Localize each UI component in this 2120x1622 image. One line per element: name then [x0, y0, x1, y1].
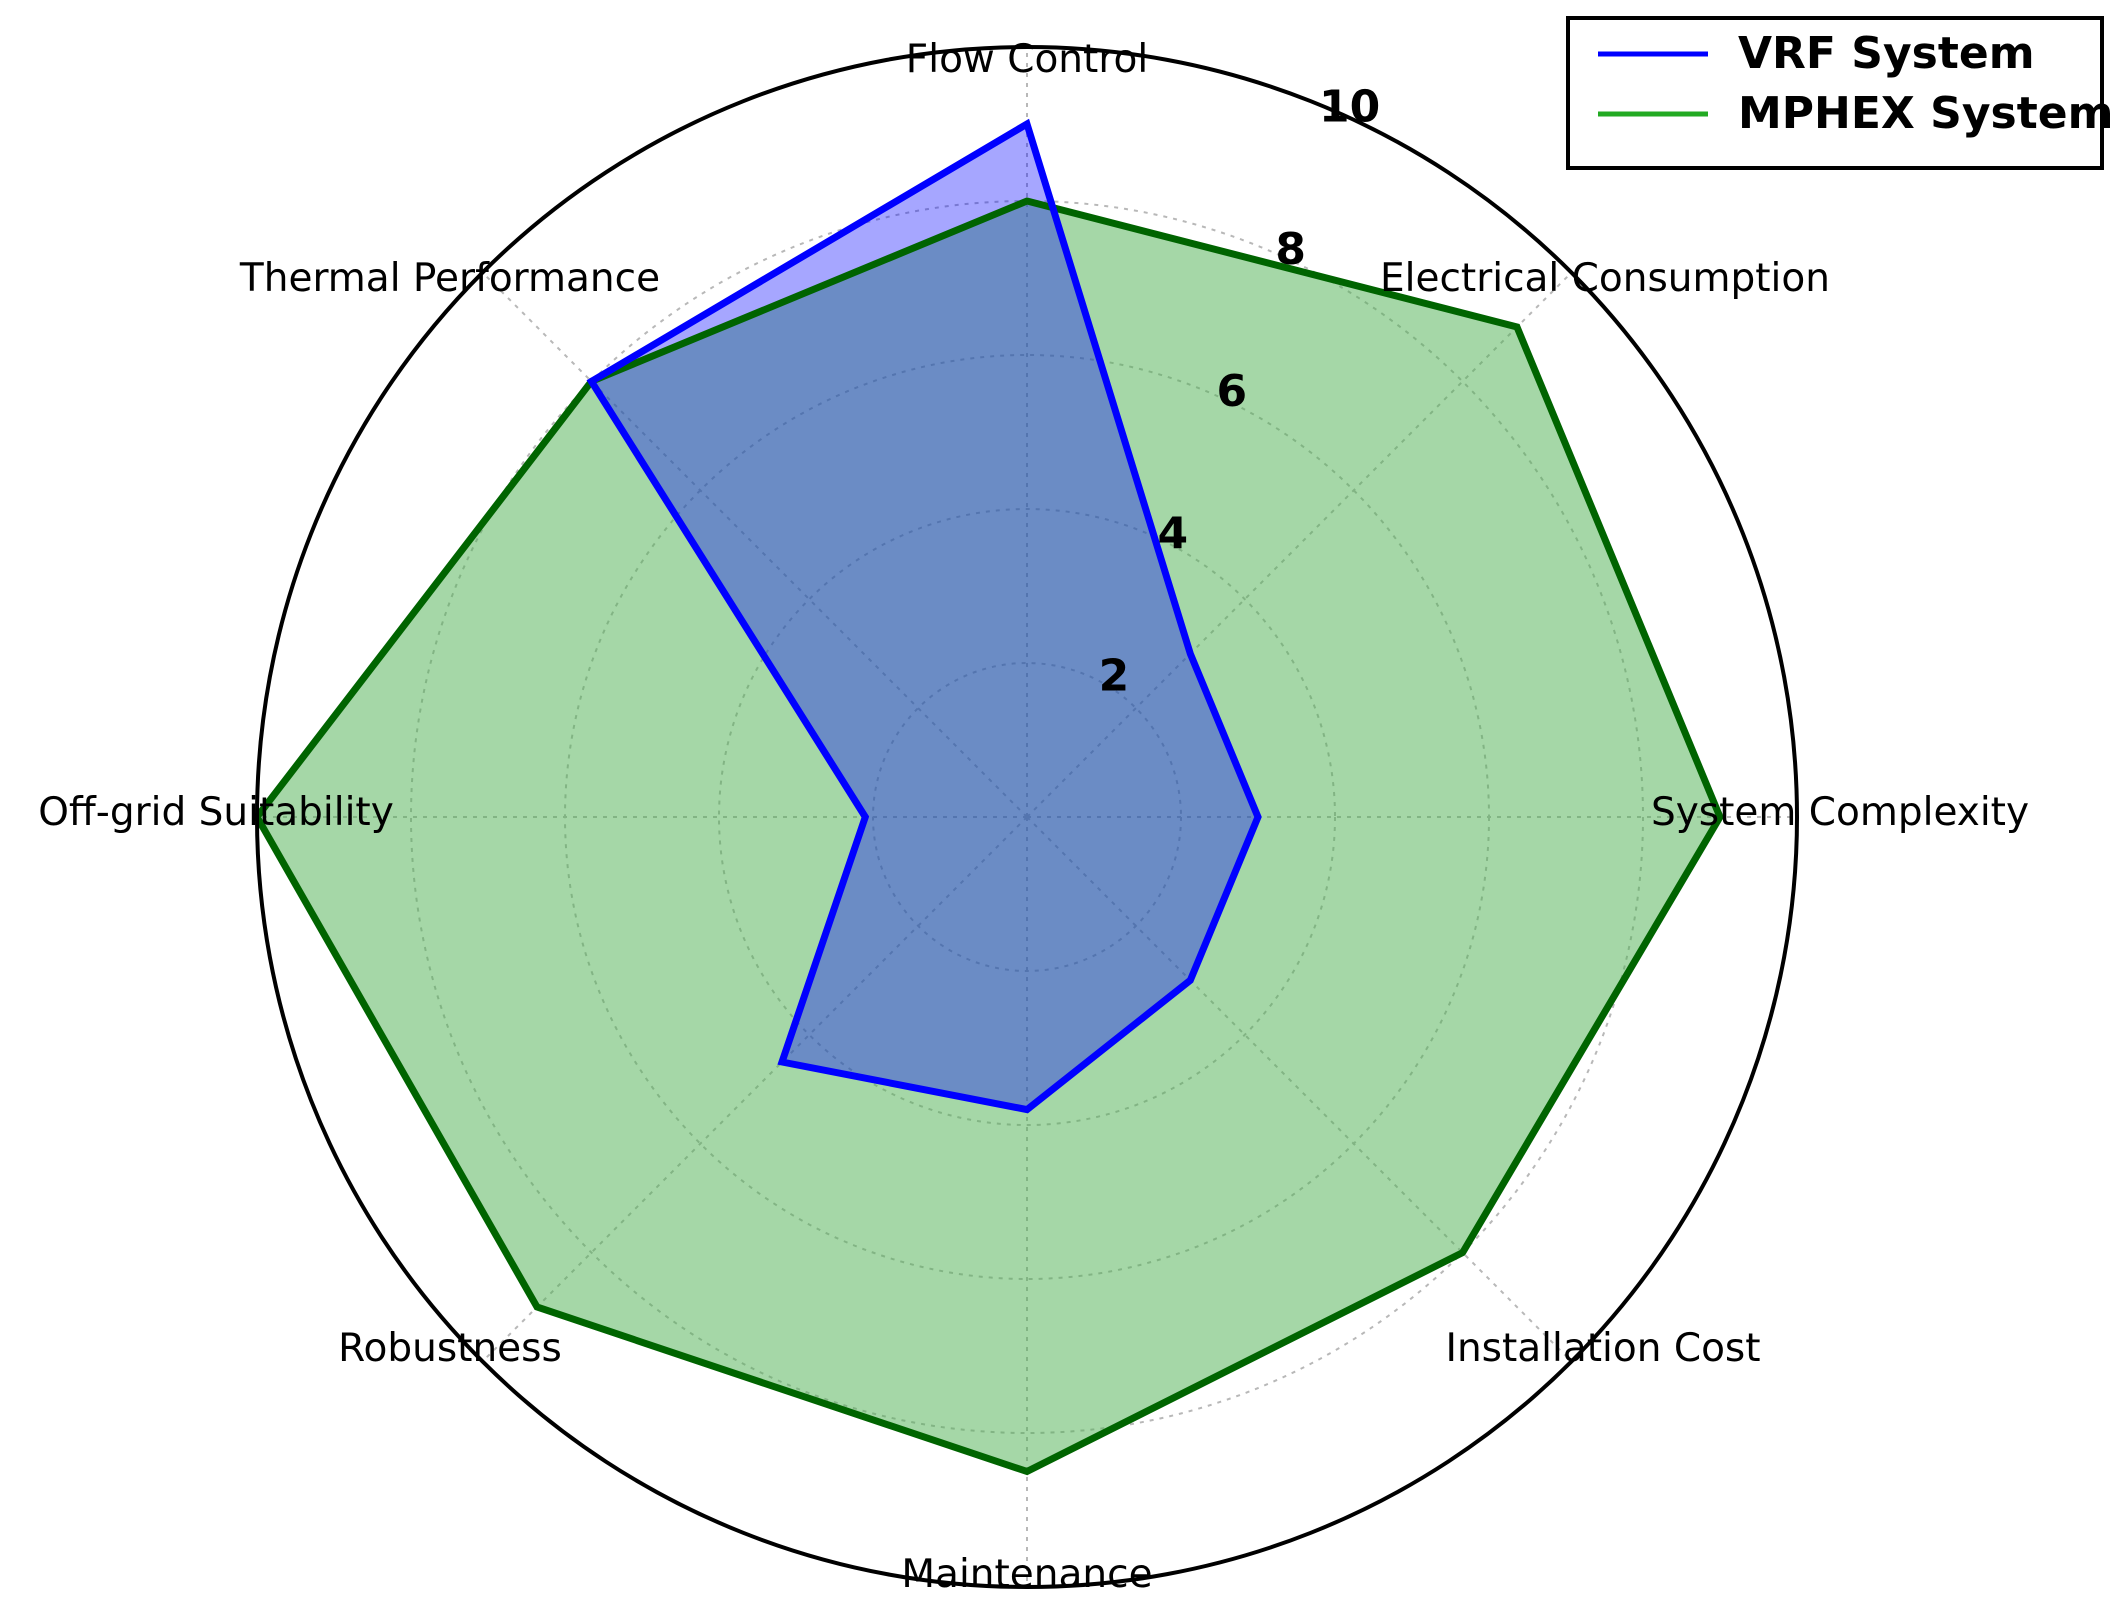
data-point-mphex-system-installation-cost [1461, 1251, 1465, 1255]
data-point-vrf-system-flow-control [1025, 122, 1029, 126]
r-tick-label-8: 8 [1275, 224, 1306, 275]
data-point-vrf-system-off-grid-suitability [863, 815, 867, 819]
series-fill-mphex-system [257, 201, 1720, 1472]
r-tick-label-2: 2 [1099, 651, 1130, 702]
r-tick-label-6: 6 [1216, 366, 1247, 417]
data-point-vrf-system-maintenance [1025, 1108, 1029, 1112]
outer-frame-layer [255, 45, 1799, 1589]
series-fill-vrf-system [591, 124, 1258, 1110]
axis-label-installation-cost: Installation Cost [1445, 1326, 1760, 1371]
axis-label-system-complexity: System Complexity [1651, 790, 2029, 835]
axis-label-robustness: Robustness [338, 1326, 562, 1371]
outer-frame-circle [255, 45, 1799, 1589]
data-point-vrf-system-installation-cost [1188, 978, 1192, 982]
data-point-mphex-system-flow-control [1025, 199, 1029, 203]
data-point-vrf-system-electrical-consumption [1188, 652, 1192, 656]
data-point-vrf-system-system-complexity [1256, 815, 1260, 819]
axis-label-off-grid-suitability: Off-grid Suitability [38, 790, 394, 835]
legend-label-vrf: VRF System [1738, 28, 2035, 79]
data-point-mphex-system-electrical-consumption [1515, 325, 1519, 329]
data-point-mphex-system-robustness [535, 1305, 539, 1309]
legend-label-mphex: MPHEX System [1738, 88, 2113, 139]
axis-label-thermal-performance: Thermal Performance [239, 256, 660, 301]
series-layer [252, 118, 1724, 1476]
r-tick-label-4: 4 [1158, 508, 1189, 559]
spoke-thermal-performance [481, 271, 1028, 818]
axis-label-maintenance: Maintenance [901, 1552, 1152, 1597]
spoke-installation-cost [1026, 816, 1573, 1363]
axis-label-flow-control: Flow Control [906, 37, 1148, 82]
r-tick-label-10: 10 [1319, 82, 1380, 133]
legend-box [1566, 16, 2104, 170]
data-point-mphex-system-system-complexity [1718, 815, 1722, 819]
axis-label-electrical-consumption: Electrical Consumption [1380, 256, 1830, 301]
data-point-vrf-system-thermal-performance [589, 379, 593, 383]
data-point-vrf-system-robustness [780, 1060, 784, 1064]
data-point-mphex-system-maintenance [1025, 1470, 1029, 1473]
legend: VRF System MPHEX System [1566, 16, 2113, 170]
label-layer: Flow Control Electrical Consumption System… [38, 37, 2029, 1597]
